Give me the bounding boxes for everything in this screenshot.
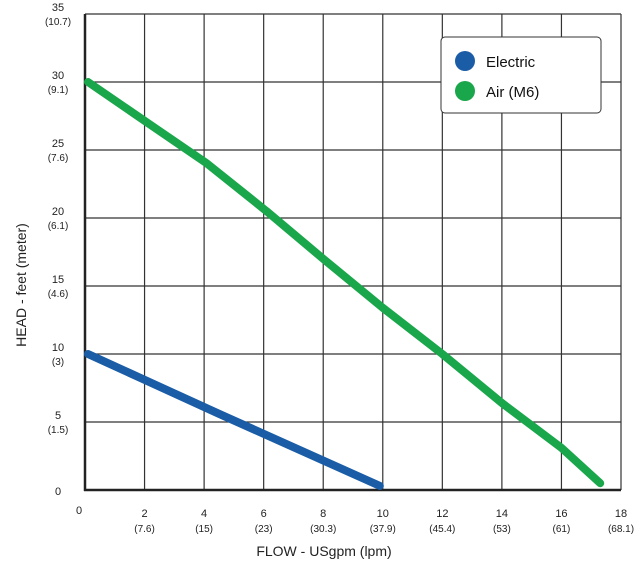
y-tick-sublabel-20: (6.1) (48, 221, 69, 232)
x-tick-sublabel-18: (68.1) (608, 524, 634, 535)
x-tick-label-14: 14 (496, 508, 508, 520)
x-tick-label-6: 6 (261, 508, 267, 520)
x-tick-label-8: 8 (320, 508, 326, 520)
x-tick-sublabel-10: (37.9) (370, 524, 396, 535)
y-axis-label: HEAD - feet (meter) (13, 223, 29, 347)
x-tick-sublabel-16: (61) (553, 524, 571, 535)
x-tick-sublabel-8: (30.3) (310, 524, 336, 535)
y-tick-sublabel-15: (4.6) (48, 289, 69, 300)
y-tick-label-15: 15 (52, 274, 64, 286)
x-tick-label-12: 12 (436, 508, 448, 520)
y-tick-label-35: 35 (52, 2, 64, 14)
axes (83, 14, 621, 492)
tick-labels: 0 2 (7.6) 4 (15) 6 (23) 8 (30.3) 10 (37.9) 12 (45.4)… (45, 2, 634, 535)
y-tick-sublabel-25: (7.6) (48, 153, 69, 164)
x-tick-sublabel-14: (53) (493, 524, 511, 535)
series-line-air-m6 (84, 78, 605, 488)
x-tick-label-16: 16 (555, 508, 567, 520)
y-tick-label-10: 10 (52, 342, 64, 354)
y-tick-sublabel-5: (1.5) (48, 425, 69, 436)
legend: Electric Air (M6) (440, 36, 602, 114)
x-tick-sublabel-6: (23) (255, 524, 273, 535)
y-tick-label-30: 30 (52, 70, 64, 82)
x-axis-label: FLOW - USgpm (lpm) (256, 543, 391, 559)
y-tick-sublabel-35: (10.7) (45, 17, 71, 28)
legend-label-air-m6: Air (M6) (486, 84, 539, 101)
y-tick-label-5: 5 (55, 410, 61, 422)
y-tick-label-20: 20 (52, 206, 64, 218)
series-line-electric (84, 350, 384, 490)
x-tick-sublabel-2: (7.6) (134, 524, 155, 535)
y-tick-label-0: 0 (55, 486, 61, 498)
x-tick-label-10: 10 (377, 508, 389, 520)
legend-swatch-air-m6 (455, 81, 475, 101)
y-tick-sublabel-10: (3) (52, 357, 64, 368)
y-tick-sublabel-30: (9.1) (48, 85, 69, 96)
legend-swatch-electric (455, 51, 475, 71)
x-tick-label-4: 4 (201, 508, 207, 520)
x-tick-sublabel-12: (45.4) (429, 524, 455, 535)
x-tick-label-0: 0 (76, 505, 82, 517)
legend-label-electric: Electric (486, 54, 536, 71)
y-tick-label-25: 25 (52, 138, 64, 150)
x-tick-sublabel-4: (15) (195, 524, 213, 535)
series-lines (84, 78, 605, 490)
x-tick-label-18: 18 (615, 508, 627, 520)
x-tick-label-2: 2 (141, 508, 147, 520)
legend-box (440, 36, 602, 114)
